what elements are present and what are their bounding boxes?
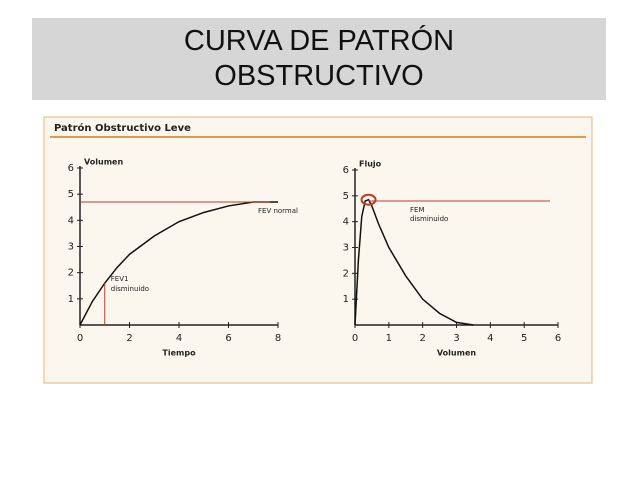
x-tick-label: 5 (521, 333, 527, 344)
x-axis-label: Volumen (437, 349, 476, 358)
y-tick-label: 3 (343, 243, 349, 254)
y-tick-label: 3 (68, 242, 74, 253)
data-line (354, 198, 474, 326)
peak-marker (360, 193, 377, 206)
x-tick-label: 6 (225, 333, 231, 344)
annotation: FEM (410, 206, 425, 214)
x-tick-label: 3 (453, 333, 459, 344)
x-tick-label: 4 (487, 333, 493, 344)
y-tick-label: 6 (68, 163, 74, 174)
annotation: disminuido (111, 285, 149, 293)
x-tick-label: 6 (555, 333, 561, 344)
y-tick-label: 2 (68, 268, 74, 279)
x-tick-label: 1 (386, 333, 392, 344)
y-tick-label: 5 (343, 191, 349, 202)
data-line (79, 201, 278, 326)
y-tick-label: 6 (343, 165, 349, 176)
y-axis-label: Flujo (359, 160, 382, 169)
x-tick-label: 0 (77, 333, 83, 344)
y-tick-label: 1 (343, 294, 349, 305)
y-tick-label: 4 (68, 215, 74, 226)
y-tick-label: 1 (68, 294, 74, 305)
x-tick-label: 4 (176, 333, 182, 344)
x-axis-label: Tiempo (162, 349, 196, 358)
y-tick-label: 5 (68, 189, 74, 200)
x-tick-label: 8 (275, 333, 281, 344)
title-line: CURVA DE PATRÓN (183, 25, 455, 57)
slide-title: CURVA DE PATRÓN OBSTRUCTIVO (32, 18, 606, 100)
y-tick-label: 2 (343, 268, 349, 279)
title-line: OBSTRUCTIVO (214, 60, 424, 92)
panel-title: Patrón Obstructivo Leve (54, 122, 191, 134)
x-tick-label: 2 (126, 333, 132, 344)
x-tick-label: 2 (419, 333, 425, 344)
y-axis-label: Volumen (84, 158, 123, 167)
annotation: disminuido (410, 215, 448, 223)
y-tick-label: 4 (343, 217, 349, 228)
annotation: FEV1 (111, 275, 129, 283)
x-tick-label: 0 (352, 333, 358, 344)
annotation: FEV normal (258, 207, 298, 215)
